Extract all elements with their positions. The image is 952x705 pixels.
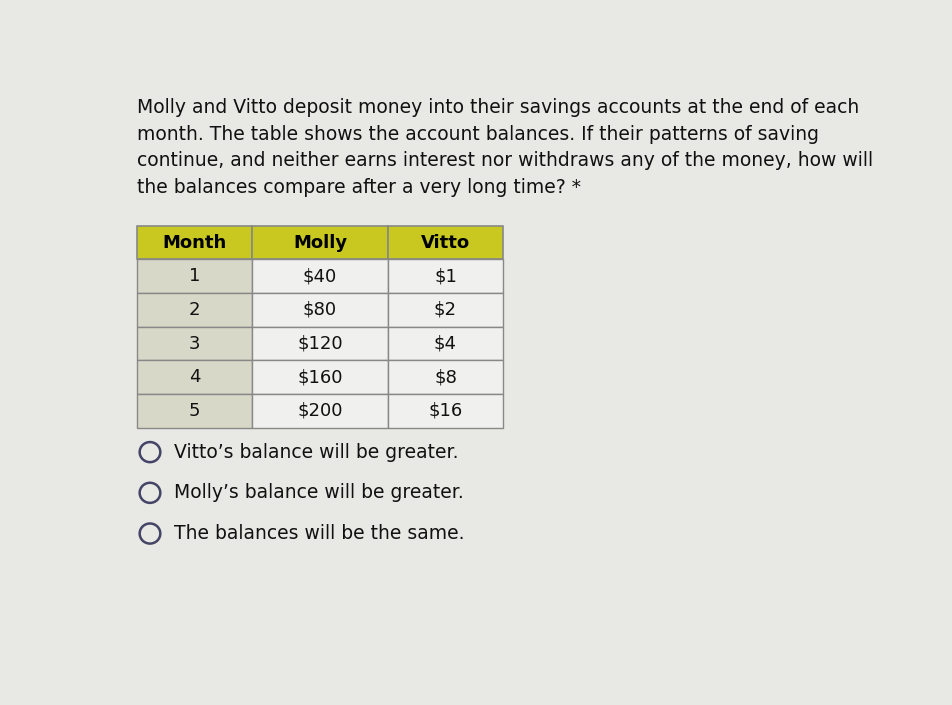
Text: $1: $1 bbox=[434, 267, 457, 286]
Text: The balances will be the same.: The balances will be the same. bbox=[174, 524, 465, 543]
Text: Vitto’s balance will be greater.: Vitto’s balance will be greater. bbox=[174, 443, 459, 462]
Bar bbox=[251, 259, 388, 293]
Bar bbox=[137, 326, 251, 360]
Text: $80: $80 bbox=[303, 301, 337, 319]
Bar bbox=[388, 293, 503, 326]
Text: Vitto: Vitto bbox=[421, 233, 470, 252]
Text: $4: $4 bbox=[434, 335, 457, 352]
Bar bbox=[137, 259, 251, 293]
Bar bbox=[388, 394, 503, 428]
Text: 3: 3 bbox=[188, 335, 200, 352]
Bar bbox=[137, 226, 251, 259]
Text: Month: Month bbox=[163, 233, 227, 252]
Text: $200: $200 bbox=[297, 402, 343, 420]
Bar bbox=[137, 360, 251, 394]
Bar bbox=[251, 360, 388, 394]
Text: $120: $120 bbox=[297, 335, 343, 352]
Text: Molly: Molly bbox=[293, 233, 347, 252]
Text: 4: 4 bbox=[188, 368, 200, 386]
Text: Molly and Vitto deposit money into their savings accounts at the end of each
mon: Molly and Vitto deposit money into their… bbox=[137, 98, 874, 197]
Bar bbox=[388, 360, 503, 394]
Text: $16: $16 bbox=[428, 402, 463, 420]
Text: $2: $2 bbox=[434, 301, 457, 319]
Bar bbox=[251, 293, 388, 326]
Text: 5: 5 bbox=[188, 402, 200, 420]
Text: 1: 1 bbox=[188, 267, 200, 286]
Text: 2: 2 bbox=[188, 301, 200, 319]
Text: $40: $40 bbox=[303, 267, 337, 286]
Text: $160: $160 bbox=[297, 368, 343, 386]
Bar bbox=[251, 226, 388, 259]
Bar bbox=[388, 326, 503, 360]
Bar bbox=[251, 326, 388, 360]
Bar bbox=[388, 226, 503, 259]
Text: $8: $8 bbox=[434, 368, 457, 386]
Bar bbox=[137, 293, 251, 326]
Bar bbox=[251, 394, 388, 428]
Bar bbox=[388, 259, 503, 293]
Bar bbox=[137, 394, 251, 428]
Text: Molly’s balance will be greater.: Molly’s balance will be greater. bbox=[174, 484, 464, 503]
